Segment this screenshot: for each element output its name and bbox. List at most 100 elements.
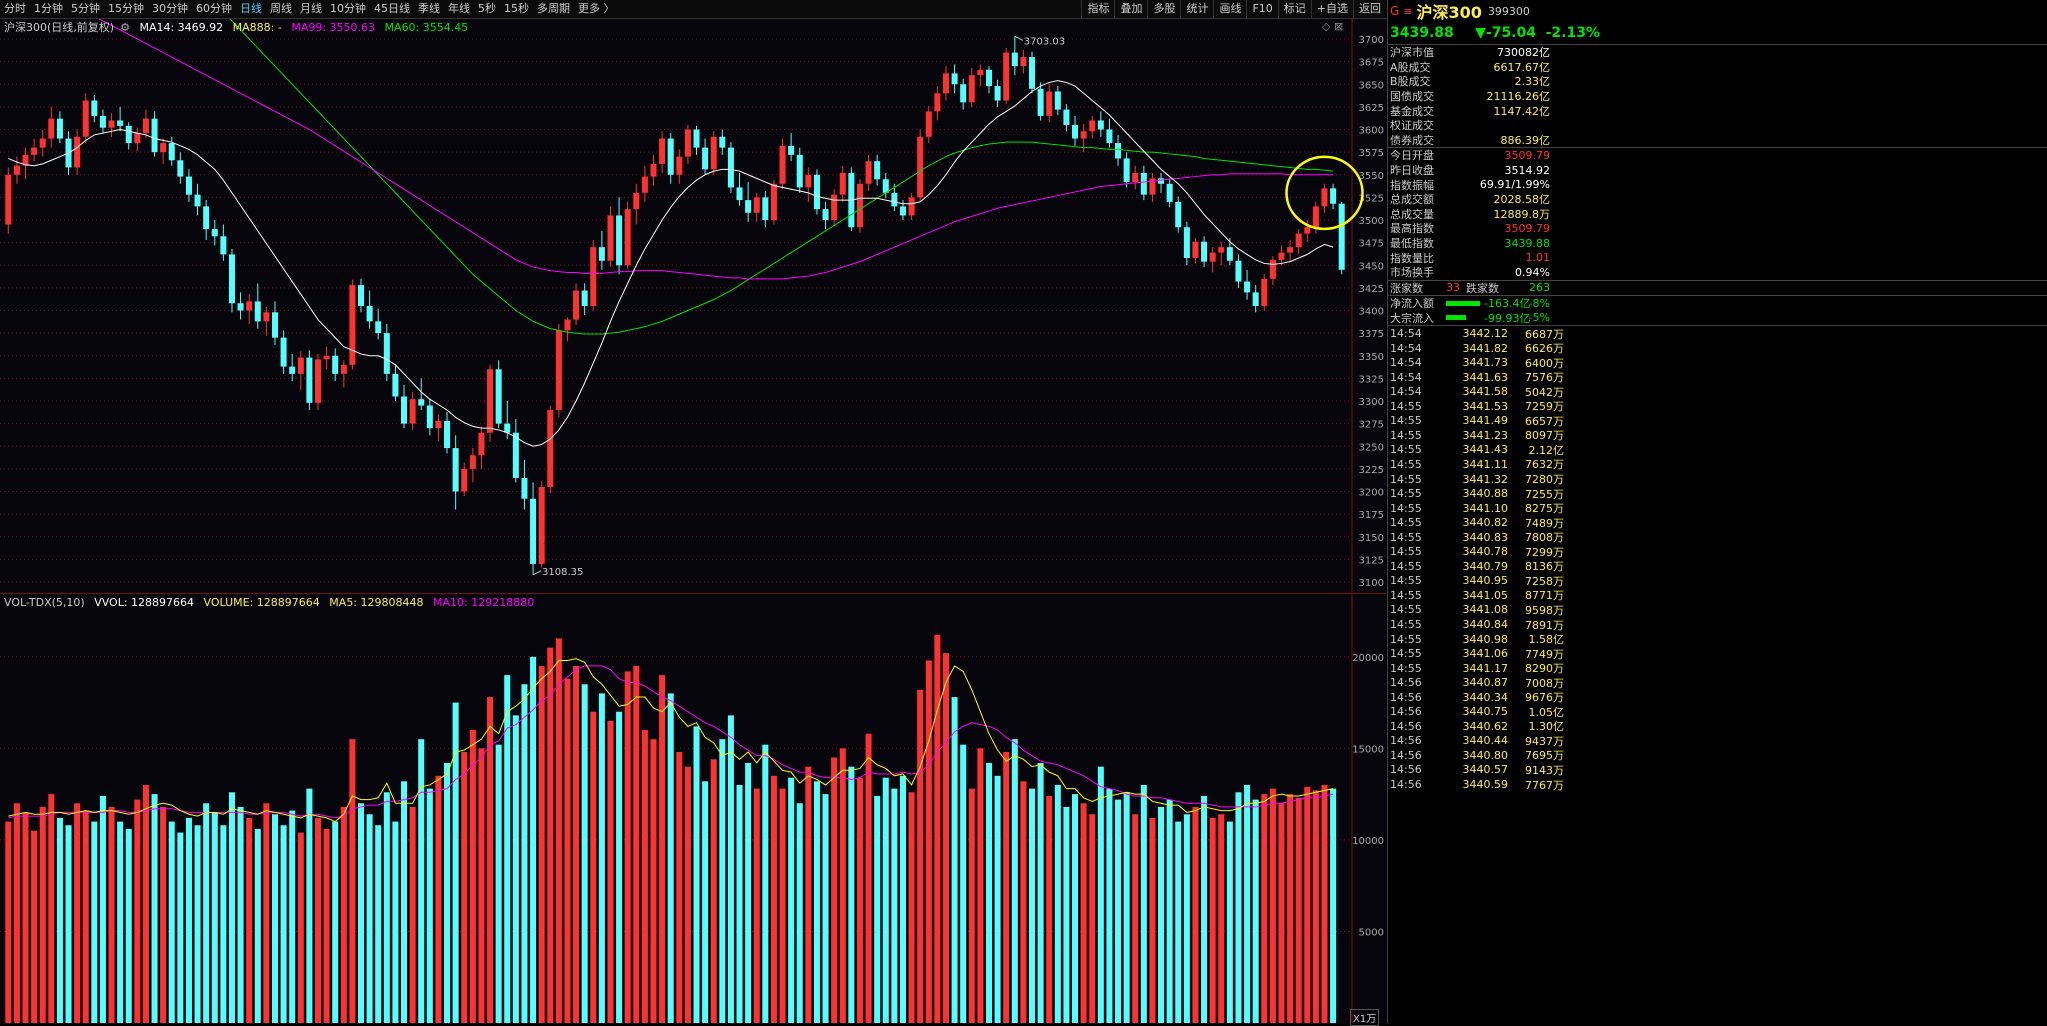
price-tick-label: 3700 [1359,35,1384,46]
tick-time: 14:55 [1390,647,1422,661]
vol-ma10-value: MA10: 129218880 [433,596,535,609]
tick-price: 3440.82 [1462,516,1509,530]
period-tab[interactable]: 60分钟 [196,2,232,15]
toolbar-button[interactable]: 指标 [1081,0,1114,18]
period-tab[interactable]: 15秒 [504,2,529,15]
vol-bar-down [1158,806,1165,1023]
vol-bar-up [908,792,915,1023]
tick-volume: 7489万 [1525,516,1564,530]
advance-count: 33 [1446,281,1460,295]
candle-down [1072,124,1079,139]
candle-up [839,172,846,195]
period-tab[interactable]: 45日线 [374,2,410,15]
tick-volume: 1.05亿 [1528,705,1565,719]
candle-up [409,399,416,424]
tick-list[interactable]: 14:54 3442.12 6687万 14:54 3441.82 6626万 14:54 3… [1388,326,2047,792]
vol-bar-up [82,810,89,1023]
period-tab[interactable]: 15分钟 [108,2,144,15]
period-tab[interactable]: 5分钟 [71,2,100,15]
candle-down [1106,129,1113,144]
period-tab[interactable]: 年线 [448,2,470,15]
stat-row: 指数量比 1.01 [1388,250,2047,265]
candle-down [1158,178,1165,184]
period-tab[interactable]: 分时 [4,2,26,15]
tick-row: 14:55 3440.78 7299万 [1388,544,2047,559]
candle-down [736,187,743,201]
toolbar-button[interactable]: 画线 [1213,0,1246,18]
index-code: 399300 [1487,4,1530,18]
block-label: 大宗流入 [1390,311,1434,325]
vol-bar-up [977,748,984,1023]
chart-controls[interactable]: ◇ ⊠ [1322,20,1344,33]
vol-bar-up [555,638,562,1023]
stat-row: 最低指数 3439.88 [1388,236,2047,251]
candle-up [1304,227,1311,234]
tick-time: 14:55 [1390,487,1422,501]
vol-bar-down [1235,792,1242,1023]
index-name: 沪深300 [1416,3,1482,22]
candle-down [289,366,296,374]
candle-up [607,215,614,261]
period-tab[interactable]: 多周期 [537,2,570,15]
candle-down [598,247,605,261]
candle-up [753,197,760,213]
vol-bar-down [151,794,158,1023]
candlestick-chart[interactable]: 3100 3125 3150 3175 3200 3225 3250 3275 3300 3325… [0,19,1386,592]
vol-bar-down [237,806,244,1023]
stat-value: 6617.67亿 [1493,60,1551,74]
toolbar-button[interactable]: +自选 [1310,0,1353,18]
candle-up [160,143,167,153]
tick-row: 14:55 3440.79 8136万 [1388,559,2047,574]
gear-icon[interactable]: ⚙ [120,21,130,34]
toolbar-button[interactable]: 标记 [1277,0,1311,18]
period-tab[interactable]: 更多 〉 [578,2,615,15]
vol-bar-up [323,828,330,1023]
candle-down [254,301,261,322]
vol-bar-down [280,825,287,1023]
advance-decline: 涨家数 33 跌家数 263 [1388,281,2047,296]
vol-bar-down [1063,806,1070,1023]
tick-volume: 9598万 [1525,603,1564,617]
period-tab[interactable]: 季线 [418,2,440,15]
menu-icon[interactable]: ≡ [1403,4,1413,18]
vol-bar-up [48,794,55,1023]
index-stats: 今日开盘 3509.79 昨日收盘 3514.92 指数振幅 69.91/1.99% 总成交… [1388,148,2047,279]
vol-bar-down [444,762,451,1023]
period-tab[interactable]: 10分钟 [330,2,366,15]
tick-price: 3440.87 [1462,676,1509,690]
tick-volume: 8136万 [1525,560,1564,574]
period-tab[interactable]: 月线 [300,2,322,15]
volume-chart[interactable]: 5000 10000 15000 20000 [0,593,1386,1023]
candle-down [237,303,244,311]
vol-bar-up [865,733,872,1023]
toolbar-button[interactable]: 叠加 [1114,0,1147,18]
netflow-value: -163.4亿 [1484,297,1531,311]
vol-title: VOL-TDX(5,10) [4,596,85,609]
vol-bar-down [289,810,296,1023]
netflow-label: 净流入额 [1390,297,1434,311]
toolbar-button[interactable]: F10 [1246,0,1277,18]
candle-up [1089,120,1096,132]
toolbar-button[interactable]: 多股 [1147,0,1180,18]
toolbar-button[interactable]: 返回 [1353,0,1386,18]
vol-ma5-value: MA5: 129808448 [329,596,424,609]
period-tab[interactable]: 1分钟 [34,2,63,15]
candle-up [297,357,304,374]
tick-row: 14:56 3440.34 9676万 [1388,690,2047,705]
vol-bar-up [1218,814,1225,1023]
tick-volume: 1.58亿 [1528,633,1565,647]
price-tick-label: 3275 [1359,420,1384,431]
toolbar-button[interactable]: 统计 [1180,0,1213,18]
vol-bar-down [495,744,502,1023]
period-tab[interactable]: 5秒 [478,2,496,15]
period-tab[interactable]: 30分钟 [152,2,188,15]
candle-up [1287,247,1294,253]
period-tab[interactable]: 日线 [240,2,262,15]
candle-down [521,477,528,499]
period-tab[interactable]: 周线 [270,2,292,15]
vol-bar-up [710,759,717,1023]
vol-bar-up [1020,781,1027,1023]
vol-bar-down [736,784,743,1023]
candle-down [727,147,734,188]
vol-bar-up [684,766,691,1023]
